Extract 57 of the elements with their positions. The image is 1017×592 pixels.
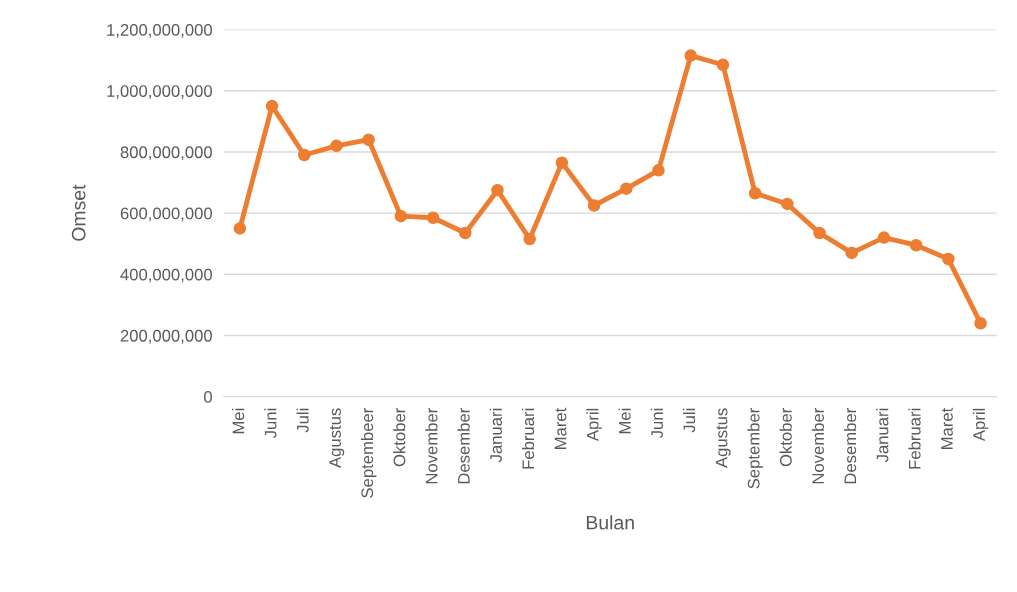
point — [426, 211, 440, 224]
x-tick-label: Oktober — [393, 408, 406, 467]
x-tick-label: Juni — [650, 408, 663, 439]
point — [523, 232, 536, 246]
point — [684, 49, 697, 62]
point — [362, 133, 375, 146]
x-tick-label: Februari — [908, 408, 921, 469]
point — [974, 316, 987, 330]
x-tick-label: April — [586, 408, 602, 442]
point — [394, 209, 408, 223]
point — [620, 182, 633, 195]
point — [652, 164, 665, 177]
point — [459, 226, 472, 240]
x-tick-label: Septembeer — [360, 408, 377, 498]
x-tick-label: Juli — [682, 408, 696, 433]
point — [781, 197, 794, 211]
y-tick-label: 1,000,000,000 — [107, 85, 212, 99]
point — [555, 156, 569, 169]
x-tick-label: Oktober — [779, 408, 792, 467]
x-tick-label: April — [972, 408, 989, 442]
x-tick-label: Juli — [296, 408, 309, 433]
x-tick-label: Juni — [264, 408, 277, 439]
point — [748, 186, 762, 200]
y-tick-label: 400,000,000 — [120, 268, 212, 283]
y-axis-title: Omset — [71, 184, 86, 241]
point — [587, 199, 601, 212]
x-tick-label: Desember — [843, 408, 857, 484]
point — [298, 148, 311, 162]
x-tick-label: Februari — [521, 408, 535, 469]
point — [942, 252, 955, 266]
y-tick-label: 200,000,000 — [120, 329, 212, 344]
point — [491, 183, 504, 197]
x-tick-label: Desember — [457, 408, 470, 484]
x-tick-label: November — [425, 408, 438, 484]
point — [909, 238, 923, 252]
x-tick-label: Januari — [876, 408, 889, 463]
x-axis-title: Bulan — [586, 515, 634, 530]
y-tick-label: 800,000,000 — [120, 146, 212, 161]
point — [330, 139, 343, 153]
x-tick-label: Maret — [554, 407, 567, 449]
x-tick-label: Maret — [941, 407, 953, 449]
point — [233, 222, 247, 235]
point — [265, 99, 279, 113]
y-tick-label: 0 — [204, 391, 212, 403]
x-tick-label: November — [811, 408, 825, 484]
point — [845, 246, 858, 260]
x-tick-label: Januari — [489, 408, 502, 463]
point — [877, 231, 891, 244]
point — [813, 226, 826, 240]
y-tick-label: 1,200,000,000 — [107, 24, 212, 38]
x-tick-label: Agustus — [715, 408, 731, 468]
x-tick-label: Mei — [232, 408, 245, 434]
x-tick-label: Mei — [618, 408, 631, 434]
y-tick-label: 600,000,000 — [120, 207, 212, 222]
x-tick-label: Agustus — [329, 408, 345, 468]
x-tick-label: September — [747, 408, 763, 489]
point — [716, 58, 730, 72]
